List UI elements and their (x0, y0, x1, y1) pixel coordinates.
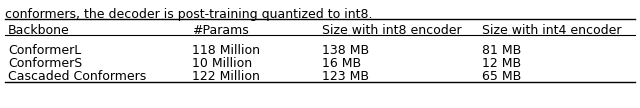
Text: 138 MB: 138 MB (322, 44, 369, 56)
Text: 12 MB: 12 MB (482, 57, 521, 70)
Text: 81 MB: 81 MB (482, 44, 521, 56)
Text: 122 Million: 122 Million (192, 71, 260, 83)
Text: 123 MB: 123 MB (322, 71, 369, 83)
Text: Size with int4 encoder: Size with int4 encoder (482, 24, 621, 37)
Text: 118 Million: 118 Million (192, 44, 260, 56)
Text: conformers, the decoder is post-training quantized to int8.: conformers, the decoder is post-training… (5, 8, 372, 21)
Text: 65 MB: 65 MB (482, 71, 521, 83)
Text: 10 Million: 10 Million (192, 57, 252, 70)
Text: ConformerS: ConformerS (8, 57, 83, 70)
Text: ConformerL: ConformerL (8, 44, 81, 56)
Text: Cascaded Conformers: Cascaded Conformers (8, 71, 147, 83)
Text: Size with int8 encoder: Size with int8 encoder (322, 24, 461, 37)
Text: 16 MB: 16 MB (322, 57, 361, 70)
Text: Backbone: Backbone (8, 24, 70, 37)
Text: #Params: #Params (192, 24, 249, 37)
